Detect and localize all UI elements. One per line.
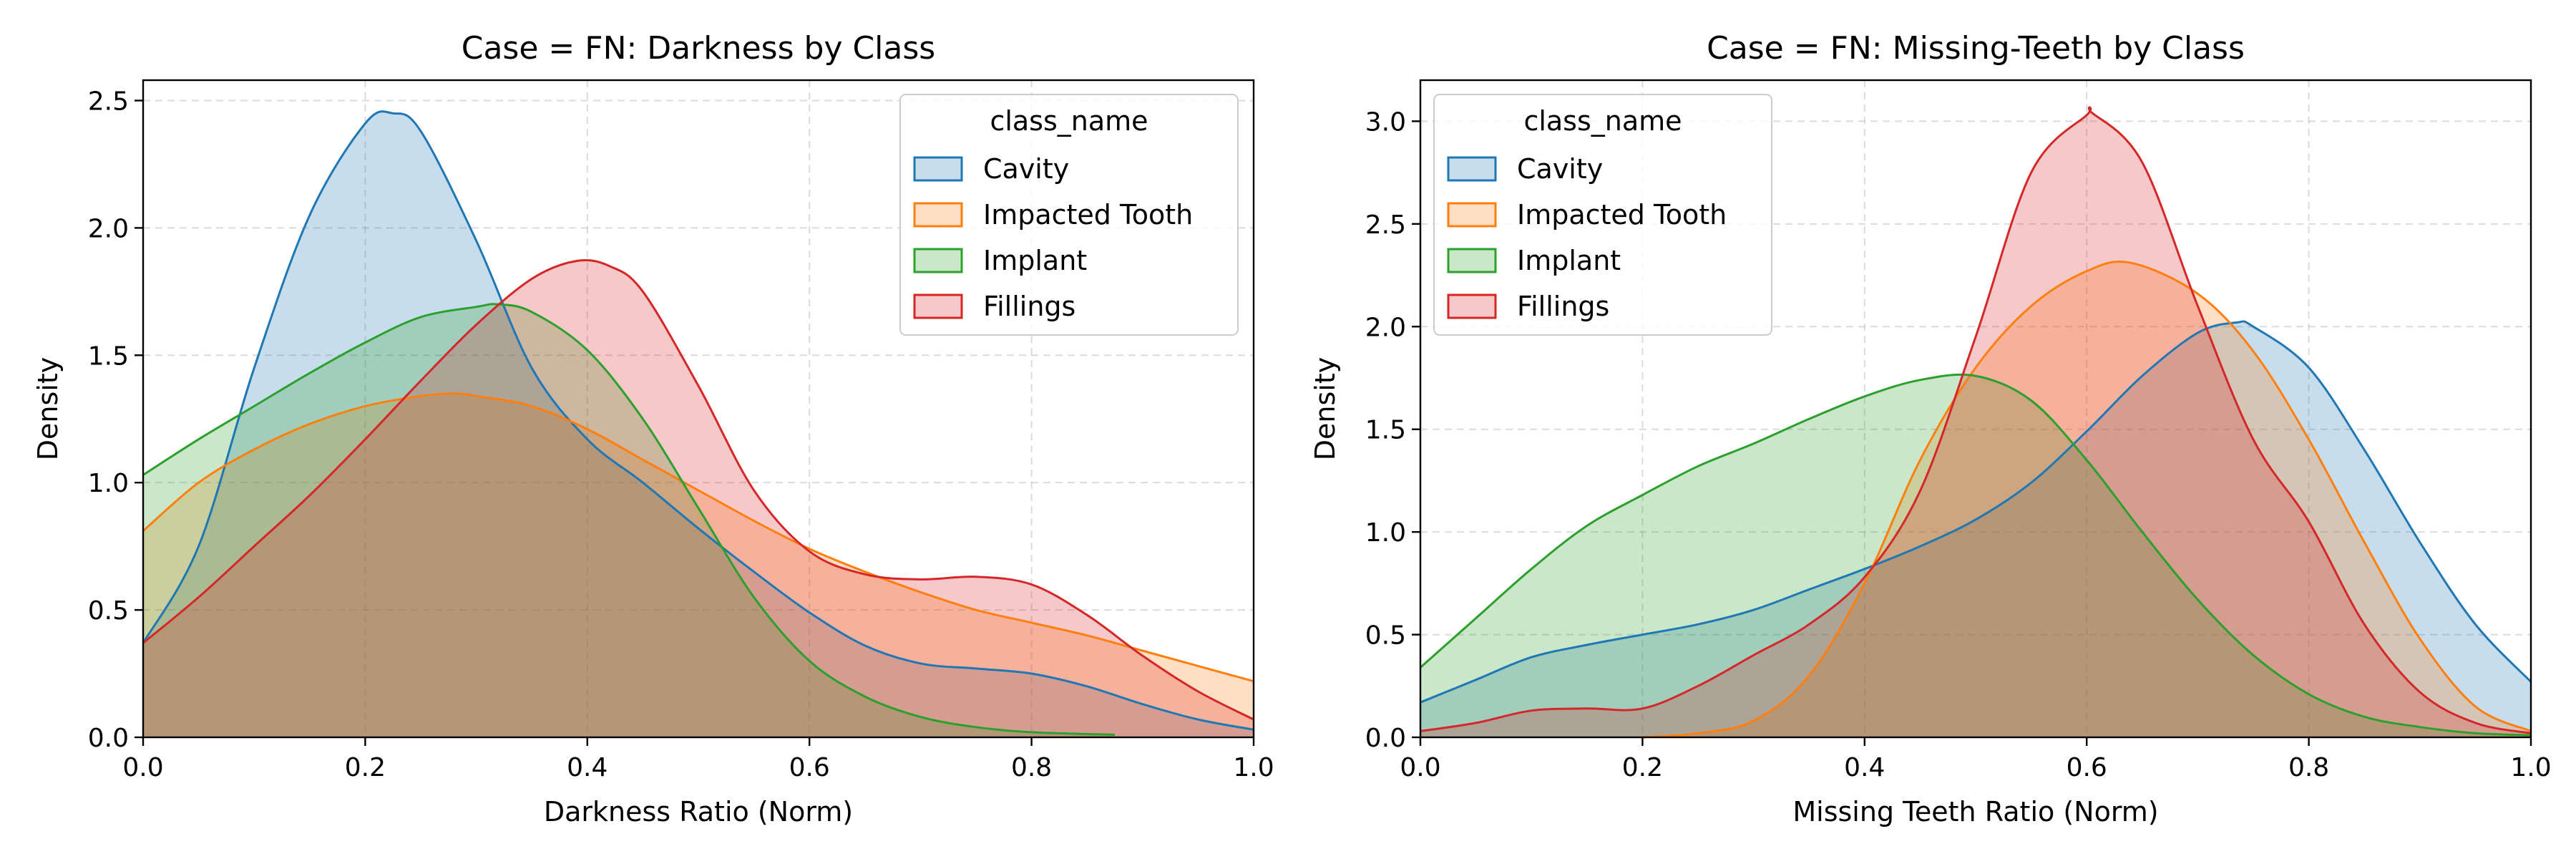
y-tick-label: 1.0 — [88, 469, 129, 498]
legend: class_name Cavity Impacted Tooth Implant Fil… — [899, 94, 1239, 336]
x-tick-label: 1.0 — [2510, 753, 2551, 782]
y-tick-label: 1.0 — [1365, 518, 1406, 548]
legend-frame — [1433, 94, 1772, 336]
y-tick-label: 0.0 — [1365, 724, 1406, 753]
density-area-cavity — [143, 111, 1254, 737]
legend-swatch-fillings — [913, 293, 963, 319]
y-tick-label: 0.5 — [88, 596, 129, 626]
y-tick-label: 2.5 — [1365, 210, 1406, 240]
legend-label-implant: Implant — [983, 245, 1087, 276]
x-tick-label: 0.6 — [789, 753, 830, 782]
legend-swatch-cavity — [913, 156, 963, 182]
legend-label-fillings: Fillings — [983, 291, 1075, 322]
legend-label-impacted-tooth: Impacted Tooth — [983, 199, 1193, 230]
legend: class_name Cavity Impacted Tooth Implant Fil… — [1433, 94, 1772, 336]
x-tick-label: 0.0 — [1400, 753, 1440, 782]
y-axis-label: Density — [1309, 357, 1341, 460]
density-area-fillings — [1420, 107, 2531, 737]
density-line-impacted-tooth — [142, 392, 1254, 683]
density-areas — [1420, 107, 2531, 737]
density-line-cavity — [1420, 320, 2532, 704]
y-ticks: 0.0 0.5 1.0 1.5 2.0 2.5 3.0 — [1365, 107, 1420, 753]
density-line-implant — [1420, 373, 2532, 737]
legend-swatch-impacted-tooth — [1447, 202, 1497, 228]
x-tick-label: 0.2 — [1622, 753, 1663, 782]
x-ticks: 0.0 0.2 0.4 0.6 0.8 1.0 — [122, 737, 1274, 782]
legend-label-cavity: Cavity — [983, 153, 1069, 185]
x-ticks: 0.0 0.2 0.4 0.6 0.8 1.0 — [1400, 737, 2552, 782]
x-tick-label: 0.8 — [2288, 753, 2329, 782]
chart-title: Case = FN: Missing-Teeth by Class — [1707, 30, 2245, 67]
y-tick-label: 3.0 — [1365, 107, 1406, 137]
density-lines — [1420, 106, 2532, 739]
y-ticks: 0.0 0.5 1.0 1.5 2.0 2.5 — [88, 87, 143, 753]
x-axis-label: Darkness Ratio (Norm) — [544, 796, 853, 828]
legend-swatch-cavity — [1447, 156, 1497, 182]
density-line-fillings — [1420, 106, 2532, 734]
legend-label-fillings: Fillings — [1517, 291, 1609, 322]
y-tick-label: 0.0 — [88, 724, 129, 753]
x-tick-label: 0.4 — [567, 753, 608, 782]
x-tick-label: 0.0 — [122, 753, 163, 782]
legend-title: class_name — [990, 105, 1148, 137]
panel-darkness: Case = FN: Darkness by Class 0.0 0.2 0.4 0.… — [32, 30, 1274, 828]
x-tick-label: 1.0 — [1233, 753, 1274, 782]
y-tick-label: 1.5 — [1365, 416, 1406, 445]
y-tick-label: 0.5 — [1365, 621, 1406, 651]
x-tick-label: 0.2 — [345, 753, 386, 782]
density-line-implant — [142, 303, 1116, 736]
density-area-impacted-tooth — [1642, 261, 2531, 737]
chart-title: Case = FN: Darkness by Class — [462, 30, 935, 67]
legend-label-implant: Implant — [1517, 245, 1621, 276]
legend-swatch-implant — [913, 248, 963, 273]
x-tick-label: 0.8 — [1011, 753, 1052, 782]
y-tick-label: 2.0 — [88, 214, 129, 243]
density-area-implant — [143, 304, 1115, 737]
x-tick-label: 0.6 — [2067, 753, 2107, 782]
panel-missing-teeth: Case = FN: Missing-Teeth by Class 0.0 0.2… — [1309, 30, 2552, 828]
density-line-fillings — [142, 258, 1254, 721]
legend-label-impacted-tooth: Impacted Tooth — [1517, 199, 1727, 230]
y-tick-label: 2.0 — [1365, 313, 1406, 342]
plot-frame — [1419, 79, 2532, 739]
density-areas — [143, 111, 1254, 738]
density-area-cavity — [1420, 321, 2531, 737]
plot-frame — [142, 79, 1255, 739]
legend-label-cavity: Cavity — [1517, 153, 1603, 185]
legend-swatch-implant — [1447, 248, 1497, 273]
density-area-fillings — [143, 260, 1254, 738]
legend-frame — [899, 94, 1239, 336]
density-area-implant — [1420, 374, 2531, 737]
legend-swatch-fillings — [1447, 293, 1497, 319]
legend-title: class_name — [1523, 105, 1682, 137]
x-tick-label: 0.4 — [1844, 753, 1885, 782]
density-line-cavity — [142, 110, 1254, 731]
density-area-impacted-tooth — [143, 393, 1254, 737]
y-tick-label: 2.5 — [88, 87, 129, 116]
legend-swatch-impacted-tooth — [913, 202, 963, 228]
density-line-impacted-tooth — [1642, 261, 2532, 739]
density-lines — [142, 110, 1254, 736]
y-tick-label: 1.5 — [88, 341, 129, 371]
y-axis-label: Density — [32, 357, 64, 460]
x-axis-label: Missing Teeth Ratio (Norm) — [1792, 796, 2158, 828]
